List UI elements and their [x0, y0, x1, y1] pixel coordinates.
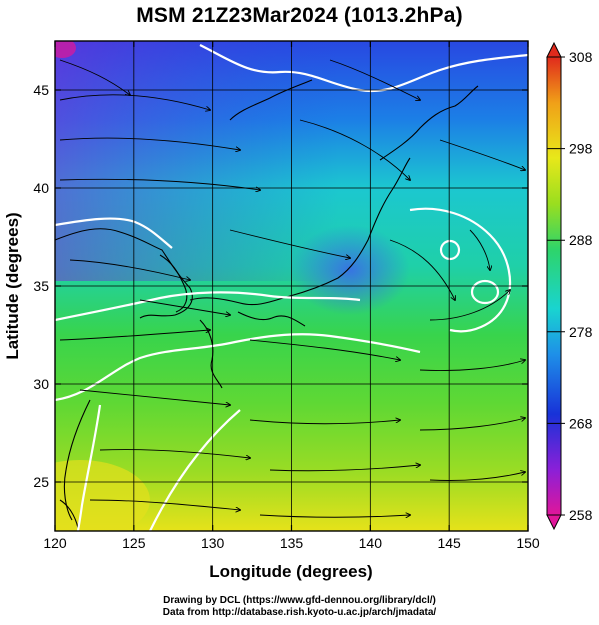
- colorbar-tick-label: 278: [569, 324, 593, 340]
- x-axis-label: Longitude (degrees): [209, 562, 372, 581]
- x-tick-label: 150: [516, 535, 540, 551]
- colorbar-tick-label: 258: [569, 507, 593, 523]
- y-axis-label: Latitude (degrees): [3, 212, 22, 359]
- credits-line-2: Data from http://database.rish.kyoto-u.a…: [162, 607, 437, 618]
- y-tick-label: 30: [33, 376, 49, 392]
- colorbar-top-arrow: [546, 41, 562, 58]
- colorbar-bottom-arrow: [546, 514, 562, 531]
- y-axis: 25 30 35 40 45: [33, 82, 528, 490]
- colorbar-tick-label: 268: [569, 415, 593, 431]
- temperature-contours: [55, 44, 528, 531]
- map-field: [55, 41, 528, 531]
- grid-lines: [55, 41, 528, 531]
- colorbar-tick-label: 288: [569, 232, 593, 248]
- y-tick-label: 25: [33, 474, 49, 490]
- x-tick-label: 140: [359, 535, 383, 551]
- x-tick-label: 130: [201, 535, 225, 551]
- x-tick-label: 145: [437, 535, 461, 551]
- credits: Drawing by DCL (https://www.gfd-dennou.o…: [0, 595, 599, 619]
- colorbar: 258 268 278 288 298 308: [546, 41, 593, 531]
- y-tick-label: 35: [33, 278, 49, 294]
- x-tick-label: 120: [43, 535, 67, 551]
- y-tick-label: 40: [33, 180, 49, 196]
- x-tick-label: 125: [122, 535, 146, 551]
- colorbar-tick-label: 308: [569, 49, 593, 65]
- colorbar-tick-label: 298: [569, 141, 593, 157]
- chart-title: MSM 21Z23Mar2024 (1013.2hPa): [136, 4, 463, 27]
- x-axis: 120 125 130 135 140 145 150: [43, 41, 540, 551]
- y-tick-label: 45: [33, 82, 49, 98]
- x-tick-label: 135: [280, 535, 304, 551]
- credits-line-1: Drawing by DCL (https://www.gfd-dennou.o…: [163, 595, 436, 606]
